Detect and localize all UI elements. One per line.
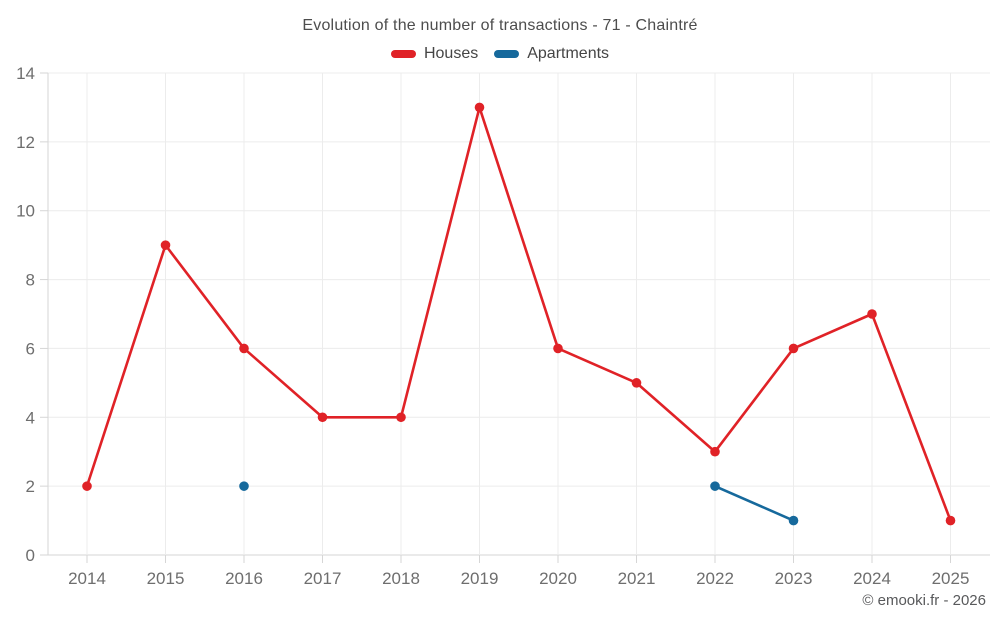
series-line-houses <box>85 106 952 522</box>
x-tick-label: 2015 <box>147 569 185 588</box>
point-apartments-2022[interactable] <box>710 481 720 491</box>
y-tick-label: 12 <box>16 133 35 152</box>
point-houses-2019[interactable] <box>474 102 485 113</box>
x-tick-label: 2023 <box>775 569 813 588</box>
copyright: © emooki.fr - 2026 <box>862 592 986 609</box>
point-houses-2025[interactable] <box>945 515 956 526</box>
x-tick-label: 2014 <box>68 569 106 588</box>
series-line-apartments <box>713 484 795 522</box>
legend-swatch-apartments <box>494 50 520 58</box>
point-houses-2022[interactable] <box>710 446 720 457</box>
point-apartments-2016[interactable] <box>239 481 249 491</box>
y-tick-label: 8 <box>26 271 35 290</box>
x-tick-label: 2021 <box>618 569 656 588</box>
legend-label-houses: Houses <box>423 45 479 62</box>
legend-item-houses[interactable]: Houses <box>390 45 479 63</box>
point-houses-2020[interactable] <box>553 343 563 354</box>
point-houses-2016[interactable] <box>239 343 249 354</box>
y-tick-label: 6 <box>26 339 35 358</box>
y-tick-label: 0 <box>26 546 35 565</box>
point-houses-2018[interactable] <box>396 412 406 423</box>
point-houses-2023[interactable] <box>788 343 799 354</box>
legend: Houses Apartments <box>0 45 1000 63</box>
chart-title: Evolution of the number of transactions … <box>302 17 698 34</box>
y-tick-label: 4 <box>26 408 35 427</box>
y-tick-label: 10 <box>16 202 35 221</box>
legend-item-apartments[interactable]: Apartments <box>494 45 609 63</box>
point-houses-2021[interactable] <box>631 378 642 388</box>
point-houses-2015[interactable] <box>160 240 171 250</box>
point-houses-2014[interactable] <box>82 481 92 491</box>
x-tick-label: 2016 <box>225 569 263 588</box>
legend-swatch-houses <box>390 50 416 58</box>
y-tick-label: 2 <box>26 477 35 496</box>
point-houses-2017[interactable] <box>317 412 328 423</box>
x-tick-label: 2022 <box>696 569 734 588</box>
x-tick-label: 2024 <box>853 569 891 588</box>
point-houses-2024[interactable] <box>867 309 877 319</box>
point-apartments-2023[interactable] <box>788 515 799 526</box>
x-tick-label: 2019 <box>461 569 499 588</box>
legend-label-apartments: Apartments <box>527 45 610 62</box>
x-tick-label: 2025 <box>932 569 970 588</box>
x-tick-label: 2018 <box>382 569 420 588</box>
x-tick-label: 2017 <box>304 569 342 588</box>
y-tick-label: 14 <box>16 64 35 83</box>
x-tick-label: 2020 <box>539 569 577 588</box>
